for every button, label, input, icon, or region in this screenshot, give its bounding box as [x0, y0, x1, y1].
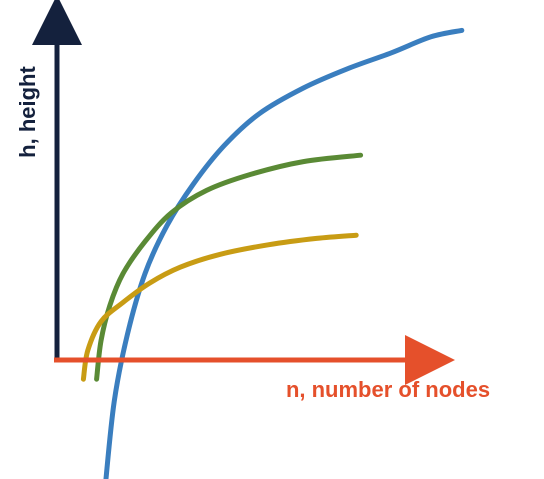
x-axis-label: n, number of nodes	[286, 377, 490, 402]
series-line-3	[80, 232, 359, 382]
curves-group	[80, 27, 465, 479]
series-line-1	[103, 27, 465, 479]
y-axis-label: h, height	[15, 66, 40, 158]
series-line-2	[94, 152, 364, 382]
